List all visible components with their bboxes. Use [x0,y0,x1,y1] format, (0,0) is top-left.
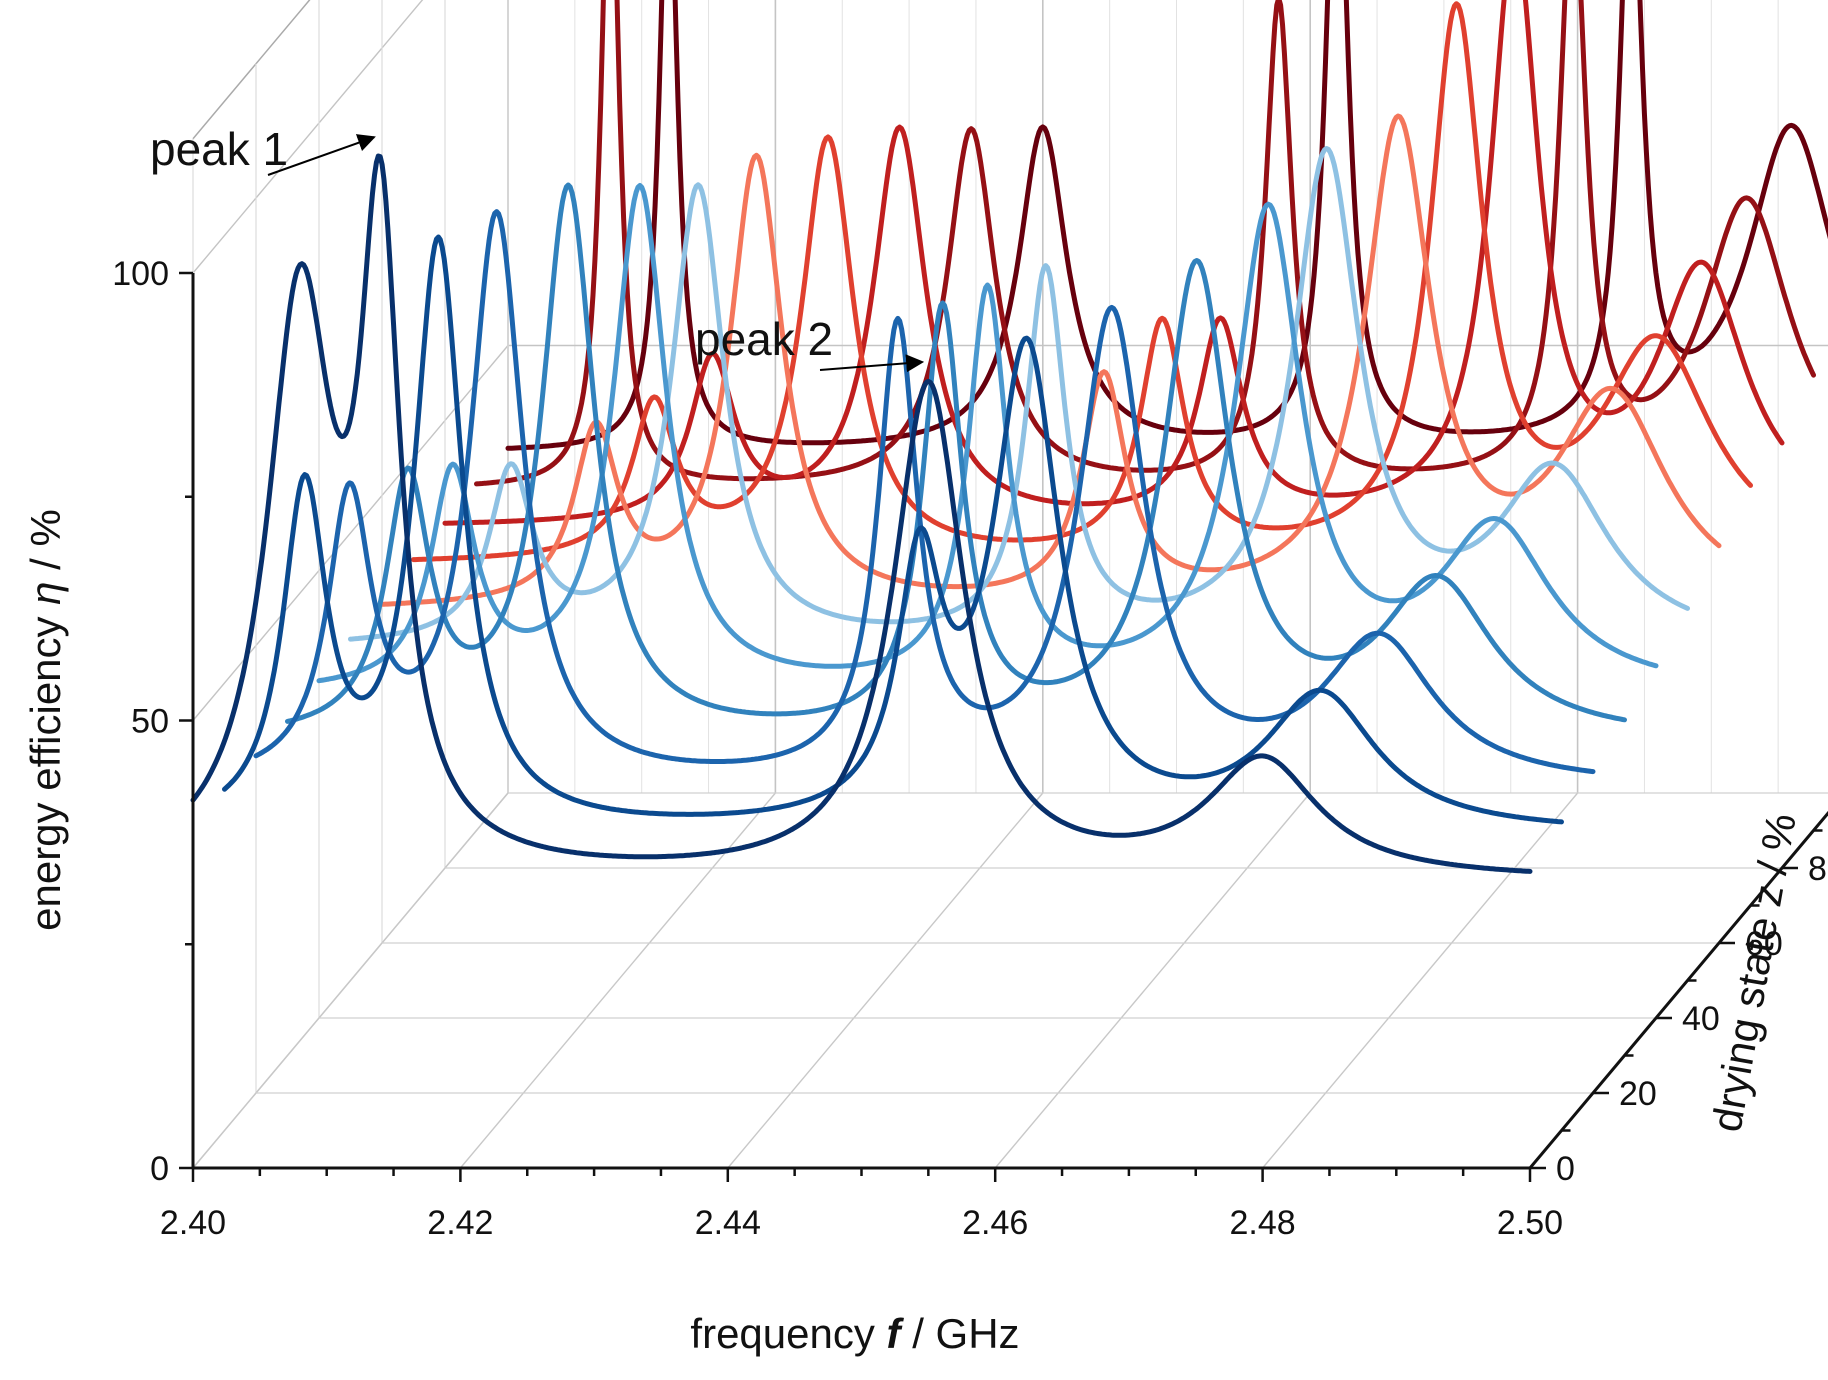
x-tick-label: 2.48 [1230,1204,1296,1242]
floor-gridline [727,792,1044,1169]
z-axis-title: drying state z / % [1703,810,1805,1135]
series-line-z90 [474,0,1816,487]
floor-gridline [994,792,1311,1169]
left-wall-top-edge [192,0,311,140]
series-line-z40 [316,183,1659,684]
series-line-z70 [411,1,1753,563]
x-tick-label: 2.42 [427,1204,493,1242]
z-tick-label: 80 [1808,850,1828,888]
y-axis-title: energy efficiency η / % [22,509,69,931]
z-tick-label: 20 [1619,1075,1657,1113]
annotation-arrow-peak-2 [819,354,925,373]
x-tick-label: 2.46 [962,1204,1028,1242]
floor-gridline [192,792,509,1169]
y-tick-label: 100 [112,255,169,293]
x-tick-label: 2.50 [1497,1204,1563,1242]
floor-gridline [1262,792,1579,1169]
annotation-arrow-peak-1 [267,134,376,176]
grid-layer [192,0,1828,1169]
axes-layer: 2.402.422.442.462.482.500501000204060801… [112,134,1828,1242]
series-layer [190,0,1828,874]
x-axis-title: frequency f / GHz [690,1310,1019,1357]
series-line-z0 [190,153,1533,874]
y-tick-label: 0 [150,1150,169,1188]
annotation-peak-2: peak 2 [695,313,833,365]
series-line-z20 [253,209,1596,775]
z-tick-label: 60 [1745,925,1783,963]
y-tick-label: 50 [131,703,169,741]
floor-gridline [459,792,776,1169]
x-tick-label: 2.40 [160,1204,226,1242]
left-wall-hgridline [192,0,424,274]
series-line-z10 [222,234,1564,825]
z-tick-label: 0 [1556,1150,1575,1188]
series-line-z60 [379,113,1722,607]
annotation-peak-1: peak 1 [150,123,288,175]
x-tick-label: 2.44 [695,1204,761,1242]
series-line-z80 [442,0,1785,526]
series-line-z30 [285,182,1627,724]
z-tick-label: 40 [1682,1000,1720,1038]
